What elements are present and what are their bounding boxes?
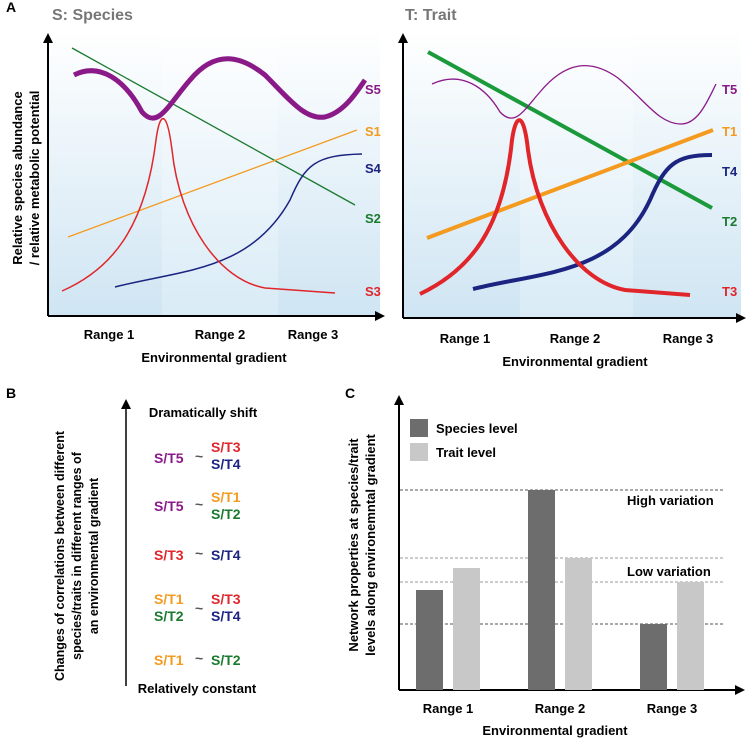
panel-b-row-3: S/T3 ~ S/T4 [154,545,241,563]
s3-curve [61,117,336,294]
panel-b-ylabel-line1: Changes of correlations between differen… [53,430,67,681]
species-bar-range-3 [640,624,667,690]
t3-label: T3 [722,284,737,299]
row3-tilde: ~ [195,545,203,561]
t4-label: T4 [722,164,738,179]
row5-tilde: ~ [195,650,203,666]
panel-c-bar-chart: Range 1 Range 2 Range 3 Species level Trai… [394,395,745,738]
row4-left-top: S/T1 [154,591,184,607]
species-xlabel: Environmental gradient [141,350,287,365]
row1-left: S/T5 [154,450,184,466]
t1-label: T1 [722,124,737,139]
category-labels: Range 1 Range 2 Range 3 [423,701,698,716]
row1-right-top: S/T3 [211,439,241,455]
trait-title: T: Trait [405,7,457,24]
trait-bar-range-2 [565,558,592,690]
species-bar-range-2 [528,490,555,690]
panel-b-row-4: S/T1 S/T2 ~ S/T3 S/T4 [154,591,241,624]
panel-a-ylabel: Relative species abundance / relative me… [10,91,42,266]
range1-band [48,30,162,316]
row5-right: S/T2 [211,652,241,668]
row1-right-bottom: S/T4 [211,456,241,472]
legend-species-swatch [410,419,428,437]
s4-curve [114,153,363,288]
t5-curve [431,64,717,125]
t3-curve [419,118,691,297]
panel-b-ylabel: Changes of correlations between differen… [53,430,101,681]
t2-line [427,50,713,210]
s5-curve [72,56,368,121]
t1-line [426,128,714,240]
row4-right-bottom: S/T4 [211,608,241,624]
legend-species-label: Species level [436,421,518,436]
row2-left: S/T5 [154,498,184,514]
t5-label: T5 [722,82,737,97]
panel-a-trait-plot: T: Trait T5 T1 T4 T2 T3 Range 1 Range 2 … [398,7,746,369]
row2-tilde: ~ [195,496,203,512]
row4-right-top: S/T3 [211,591,241,607]
s5-label: S5 [365,82,381,97]
panel-a-ylabel-line1: Relative species abundance [10,91,25,264]
panel-b-row-5: S/T1 ~ S/T2 [154,650,241,668]
species-range2-label: Range 2 [195,327,246,342]
trait-bar-range-3 [677,582,704,690]
legend-trait-swatch [410,443,428,461]
trait-range1-band [403,30,520,318]
row2-right-bottom: S/T2 [211,506,241,522]
low-variation-label: Low variation [627,564,711,579]
s2-label: S2 [365,211,381,226]
panel-b-letter: B [6,385,16,401]
dramatically-shift-label: Dramatically shift [149,405,258,420]
t2-label: T2 [722,214,737,229]
species-range3-label: Range 3 [288,327,339,342]
panel-b-row-1: S/T5 ~ S/T3 S/T4 [154,439,241,472]
species-bar-range-1 [416,590,443,690]
trait-bar-range-1 [453,568,480,690]
trait-range2-label: Range 2 [550,331,601,346]
legend-trait-label: Trait level [436,445,496,460]
t4-curve [472,153,713,291]
s3-label: S3 [365,284,381,299]
s1-line [67,129,358,238]
bars [416,490,704,690]
row1-tilde: ~ [195,448,203,464]
panel-b-ylabel-line3: an environmental gradient [87,477,101,634]
row3-left: S/T3 [154,547,184,563]
panel-a-letter: A [6,0,16,15]
row2-right-top: S/T1 [211,489,241,505]
trait-range1-label: Range 1 [440,331,491,346]
range2-band [162,30,278,316]
trait-xlabel: Environmental gradient [502,354,648,369]
trait-range2-band [520,30,633,318]
trait-range3-label: Range 3 [663,331,714,346]
s2-line [71,47,356,206]
panel-c-ylabel-line2: levels along environemntal gradient [363,433,378,655]
species-title: S: Species [52,7,133,24]
panel-c-ylabel-line1: Network properties at species/trait [346,438,361,652]
category-label-range-2: Range 2 [535,701,586,716]
relatively-constant-label: Relatively constant [138,681,257,696]
row3-right: S/T4 [211,547,241,563]
panel-a-ylabel-line2: / relative metabolic potential [27,91,42,266]
s1-label: S1 [365,124,381,139]
panel-c-ylabel: Network properties at species/trait leve… [346,433,378,655]
panel-c-letter: C [345,385,355,401]
range3-band [278,30,380,316]
category-label-range-3: Range 3 [647,701,698,716]
row5-left: S/T1 [154,652,184,668]
reference-lines [400,489,725,625]
species-range1-label: Range 1 [84,327,135,342]
panel-b-ylabel-line2: species/traits in different ranges of [70,451,84,660]
high-variation-label: High variation [627,493,714,508]
panel-b-row-2: S/T5 ~ S/T1 S/T2 [154,489,241,522]
category-label-range-1: Range 1 [423,701,474,716]
s4-label: S4 [365,161,382,176]
panel-c-xlabel: Environmental gradient [482,723,628,738]
row4-tilde: ~ [195,600,203,616]
panel-a-species-plot: S: Species S5 S1 S4 S2 S3 Range 1 Range … [43,7,385,365]
row4-left-bottom: S/T2 [154,608,184,624]
